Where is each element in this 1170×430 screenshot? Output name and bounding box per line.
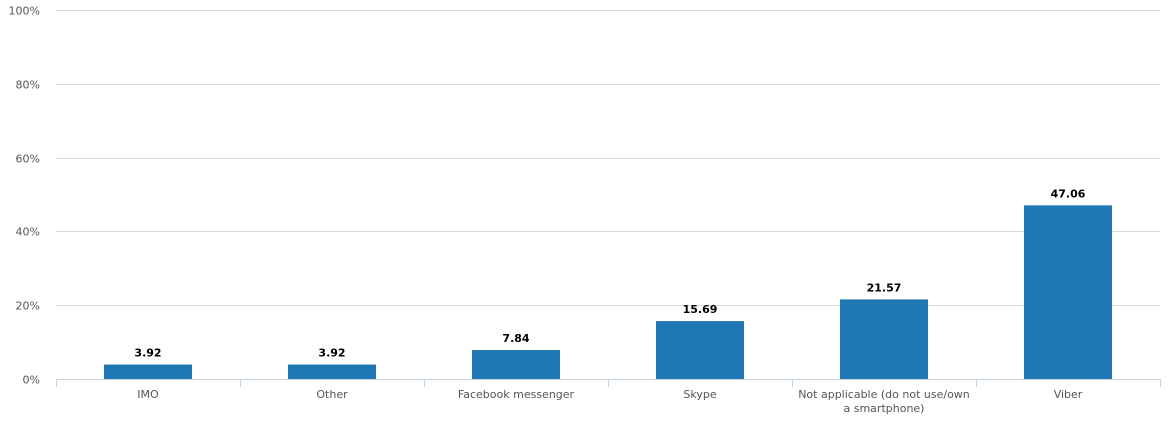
x-tick-label: Skype (683, 388, 716, 401)
x-tick-label: Not applicable (do not use/own (798, 388, 970, 401)
data-label: 15.69 (683, 303, 718, 316)
y-tick-label: 80% (16, 79, 40, 92)
x-axis: IMO Other Facebook messenger Skype Not appli… (56, 379, 1161, 415)
x-tick-label: IMO (137, 388, 159, 401)
data-label: 3.92 (134, 347, 161, 360)
data-label: 47.06 (1051, 187, 1086, 200)
x-tick-label: Viber (1054, 388, 1083, 401)
x-tick-label: Other (316, 388, 348, 401)
x-tick-label: Facebook messenger (458, 388, 575, 401)
bar (1024, 205, 1112, 379)
data-labels: 3.92 3.92 7.84 15.69 21.57 47.06 (134, 187, 1085, 359)
grid-layer (56, 10, 1160, 306)
y-tick-label: 0% (23, 374, 40, 387)
bar (288, 364, 376, 379)
y-tick-label: 20% (16, 300, 40, 313)
y-axis-tick-labels: 0% 20% 40% 60% 80% 100% (9, 5, 40, 387)
bars (104, 205, 1112, 379)
bar (104, 364, 192, 379)
data-label: 3.92 (318, 347, 345, 360)
data-label: 21.57 (867, 281, 902, 294)
bar (840, 299, 928, 379)
bar (472, 350, 560, 379)
x-tick-label: a smartphone) (844, 402, 925, 415)
data-label: 7.84 (502, 332, 529, 345)
y-tick-label: 100% (9, 5, 40, 18)
y-tick-label: 40% (16, 226, 40, 239)
y-tick-label: 60% (16, 153, 40, 166)
bar (656, 321, 744, 379)
